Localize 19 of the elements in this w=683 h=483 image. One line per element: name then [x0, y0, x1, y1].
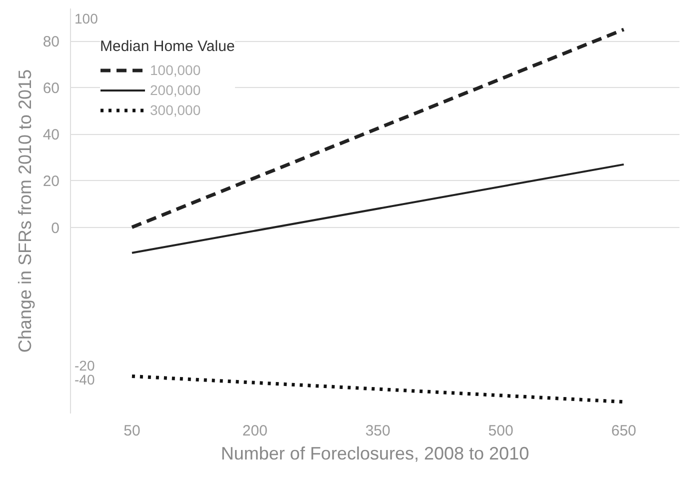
x-tick-label: 50 — [124, 422, 140, 440]
annotation: 100 — [74, 10, 98, 26]
legend-label: 200,000 — [150, 82, 201, 98]
y-tick-label: 40 — [42, 126, 60, 144]
annotation: -20 — [74, 358, 95, 374]
annotation: -40 — [74, 372, 95, 388]
legend-label: 100,000 — [150, 62, 201, 78]
x-tick-label: 650 — [611, 422, 636, 440]
y-tick-label: 20 — [42, 173, 60, 190]
y-axis-title: Change in SFRs from 2010 to 2015 — [14, 69, 35, 353]
x-tick-label: 200 — [242, 422, 268, 440]
x-tick-label: 500 — [488, 422, 514, 440]
y-tick-label: 60 — [42, 80, 60, 98]
y-tick-label: 0 — [51, 220, 60, 237]
legend-label: 300,000 — [150, 102, 201, 118]
y-tick-label: 80 — [42, 34, 60, 51]
x-axis-title: Number of Foreclosures, 2008 to 2010 — [220, 444, 530, 464]
x-tick-label: 350 — [365, 422, 390, 440]
legend-title: Median Home Value — [100, 38, 235, 55]
